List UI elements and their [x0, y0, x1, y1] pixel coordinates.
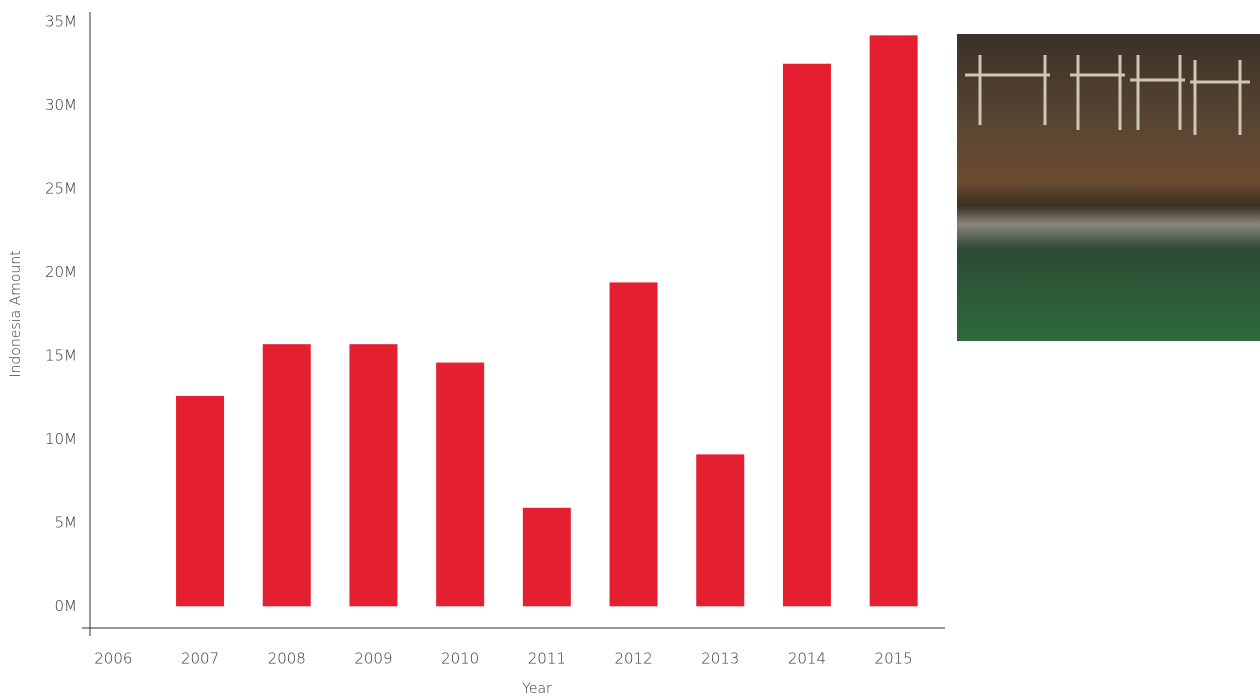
x-tick-label: 2007 [181, 650, 219, 668]
x-tick-label: 2009 [354, 650, 392, 668]
x-tick-label: 2011 [528, 650, 566, 668]
bar [609, 282, 658, 607]
y-tick-label: 30M [45, 96, 77, 114]
y-tick-label: 15M [45, 346, 77, 364]
y-tick-label: 20M [45, 263, 77, 281]
x-tick-label: 2015 [875, 650, 913, 668]
x-tick-label: 2010 [441, 650, 479, 668]
bar [869, 35, 918, 607]
x-tick-label: 2012 [614, 650, 652, 668]
bar [262, 344, 311, 607]
y-axis-title: Indonesia Amount [8, 250, 24, 377]
x-tick-label: 2008 [268, 650, 306, 668]
x-axis-title: Year [522, 681, 552, 696]
bar [436, 362, 485, 607]
bar [176, 395, 225, 607]
y-tick-label: 0M [55, 597, 78, 615]
x-tick-label: 2014 [788, 650, 826, 668]
photo-background [957, 34, 1260, 341]
bar [696, 454, 745, 607]
y-tick-label: 35M [45, 13, 77, 31]
bar [522, 507, 571, 607]
x-tick-label: 2006 [94, 650, 132, 668]
bar [782, 63, 831, 607]
bar [349, 344, 398, 607]
photo-boats [965, 55, 1250, 135]
photo [957, 34, 1260, 341]
y-tick-label: 25M [45, 179, 77, 197]
y-tick-label: 10M [45, 430, 77, 448]
x-tick-label: 2013 [701, 650, 739, 668]
y-tick-label: 5M [55, 513, 78, 531]
